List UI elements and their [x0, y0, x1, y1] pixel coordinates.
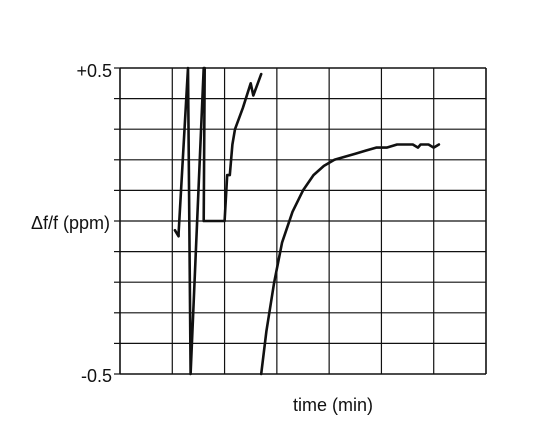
data-series: [173, 66, 441, 376]
y-axis-ticks: [114, 67, 120, 375]
series-line-1: [173, 66, 263, 376]
x-axis-label: time (min): [293, 395, 373, 415]
y-tick-label-top: +0.5: [76, 61, 112, 81]
grid: [120, 68, 486, 374]
series-line-2: [259, 143, 441, 376]
plot-frame: [119, 67, 487, 375]
y-axis-label: Δf/f (ppm): [31, 213, 110, 233]
y-tick-label-bottom: -0.5: [81, 366, 112, 386]
